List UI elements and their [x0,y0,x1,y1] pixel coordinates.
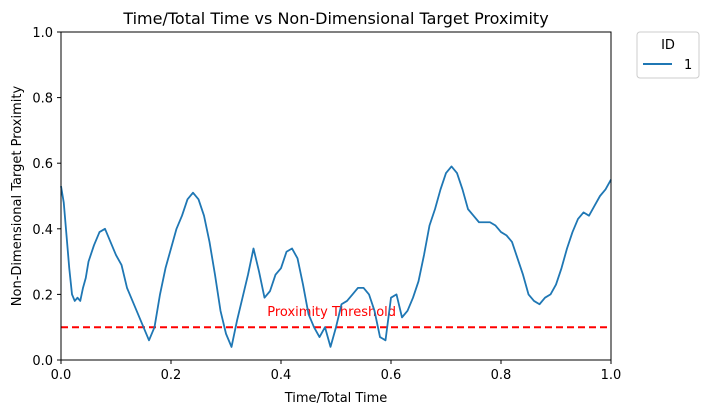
x-tick-label: 0.2 [161,368,182,383]
x-tick-label: 0.6 [381,368,402,383]
x-tick-label: 0.0 [51,368,72,383]
y-tick-label: 0.8 [32,92,53,107]
y-tick-label: 0.6 [32,157,53,172]
chart-title: Time/Total Time vs Non-Dimensional Targe… [122,9,548,28]
y-tick-label: 1.0 [32,26,53,41]
legend-entry-label: 1 [684,58,692,73]
y-tick-label: 0.2 [32,288,53,303]
legend: ID 1 [636,31,700,79]
x-tick-label: 0.8 [491,368,512,383]
x-axis: 0.0 0.2 0.4 0.6 0.8 1.0 [51,360,622,383]
x-tick-label: 0.4 [271,368,292,383]
legend-frame [636,31,700,79]
y-axis-label: Non-Dimensional Target Proximity [10,86,25,307]
series-line-1 [60,165,612,348]
x-tick-label: 1.0 [601,368,622,383]
x-axis-label: Time/Total Time [284,391,388,406]
y-tick-label: 0.0 [32,354,53,369]
y-tick-label: 0.4 [32,223,53,238]
plot-frame [60,31,612,361]
legend-title: ID [661,38,675,53]
threshold-label: Proximity Threshold [267,305,396,320]
series-layer [60,165,612,348]
y-axis: 0.0 0.2 0.4 0.6 0.8 1.0 [32,26,61,369]
